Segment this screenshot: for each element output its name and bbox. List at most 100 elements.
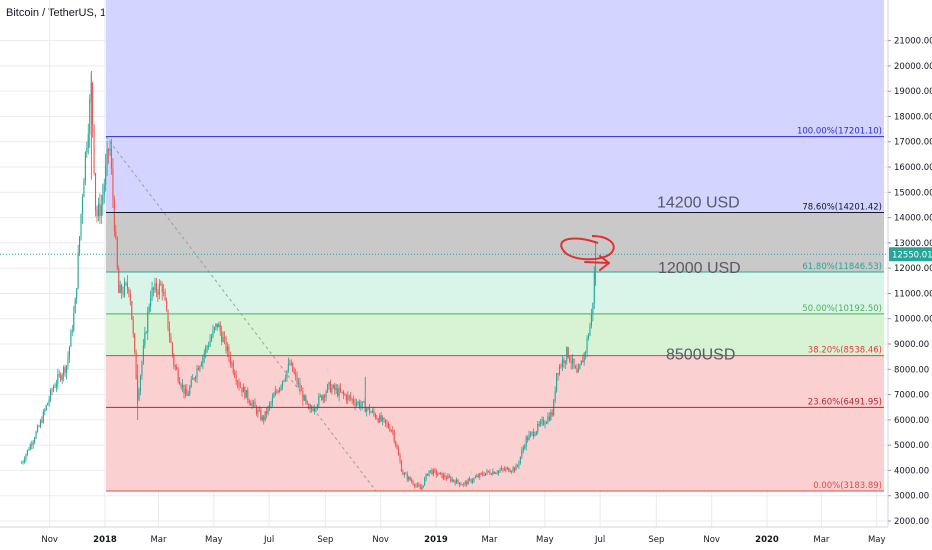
candle-up [505,468,507,471]
candle-down [514,467,516,471]
fib-level-label: 23.60%(6491.95) [808,397,882,407]
candle-up [332,385,334,388]
candle-up [361,401,363,406]
fib-zone-618-50 [106,272,884,314]
candle-up [460,484,462,486]
candle-up [206,346,208,348]
candle-up [105,165,107,185]
price-axis[interactable]: 1000.002000.003000.004000.005000.006000.… [887,0,932,550]
candle-up [416,484,418,486]
candle-up [253,401,255,404]
candle-up [274,391,276,396]
candle-down [399,455,401,462]
time-tick-label: 2019 [424,535,448,545]
candle-down [402,471,404,475]
candle-down [400,461,403,472]
candle-down [341,391,343,393]
candle-down [560,366,562,368]
candle-up [208,346,210,347]
candle-up [84,152,86,180]
candle-up [429,470,432,471]
time-tick-label: Jul [263,535,274,545]
candle-down [576,368,578,373]
candle-up [587,335,590,339]
candle-up [267,406,269,414]
candle-down [358,401,360,408]
candle-down [234,372,236,377]
fib-zone-50-382 [106,313,884,356]
candle-down [574,365,577,369]
candle-down [419,486,421,490]
candle-up [506,467,508,469]
fib-zone-382-236 [106,355,884,408]
candle-up [55,384,57,388]
candle-up [422,485,424,487]
fib-level-label: 61.80%(11846.53) [802,262,882,272]
candle-up [151,287,153,299]
time-tick-label: Nov [372,535,389,545]
candle-down [157,292,159,295]
time-tick-label: Mar [813,535,830,545]
candle-up [200,363,202,367]
candles [21,70,597,491]
candle-up [521,450,523,457]
candle-down [340,388,342,392]
candle-up [28,449,30,451]
candle-up [572,358,574,364]
candle-down [487,470,490,472]
fib-zones [105,0,884,492]
candle-up [251,403,253,406]
candle-down [21,462,23,464]
candle-up [68,346,70,358]
candle-up [29,444,31,450]
candle-up [47,403,49,406]
candle-down [342,391,345,395]
candle-down [351,399,353,400]
candle-down [305,395,307,402]
candle-up [25,454,27,460]
candle-up [586,338,588,352]
time-tick-label: Sep [317,535,333,545]
candle-down [406,473,408,480]
time-tick-label: 2018 [93,535,117,545]
candle-up [44,409,46,412]
candle-down [173,354,175,366]
candle-up [205,347,207,354]
candle-up [486,470,488,473]
candle-up [518,463,520,466]
time-axis[interactable]: Nov 2018 Mar May Jul Sep Nov 2019 Mar May Jul Sep No… [0,526,932,550]
candle-up [564,360,566,363]
candle-up [367,407,369,409]
candle-up [80,214,82,237]
highlight-circle [560,235,615,261]
candle-down [393,431,395,442]
price-tick-label: 5000.00 [894,441,929,451]
price-tick-label: 2000.00 [894,517,929,527]
candle-down [557,373,559,375]
candle-down [363,401,365,403]
candle-up [585,351,587,354]
candle-down [176,366,178,370]
candle-up [390,430,392,432]
candle-up [355,403,358,406]
candle-up [531,431,533,433]
candle-down [502,468,504,470]
candle-up [522,447,524,451]
candle-up [50,390,52,400]
candle-up [528,434,530,441]
candle-up [467,479,469,485]
fib-zone-100-786 [106,136,884,213]
candle-up [590,314,592,326]
candle-up [290,362,292,365]
candle-up [61,375,63,380]
candle-up [213,327,215,330]
candle-down [116,237,118,269]
candle-up [73,313,75,331]
current-price-tag [889,247,932,262]
candle-down [258,410,260,412]
candle-up [264,411,266,421]
candle-up [271,397,273,403]
price-tick-label: 21000.00 [894,37,932,47]
candle-down [373,410,375,415]
